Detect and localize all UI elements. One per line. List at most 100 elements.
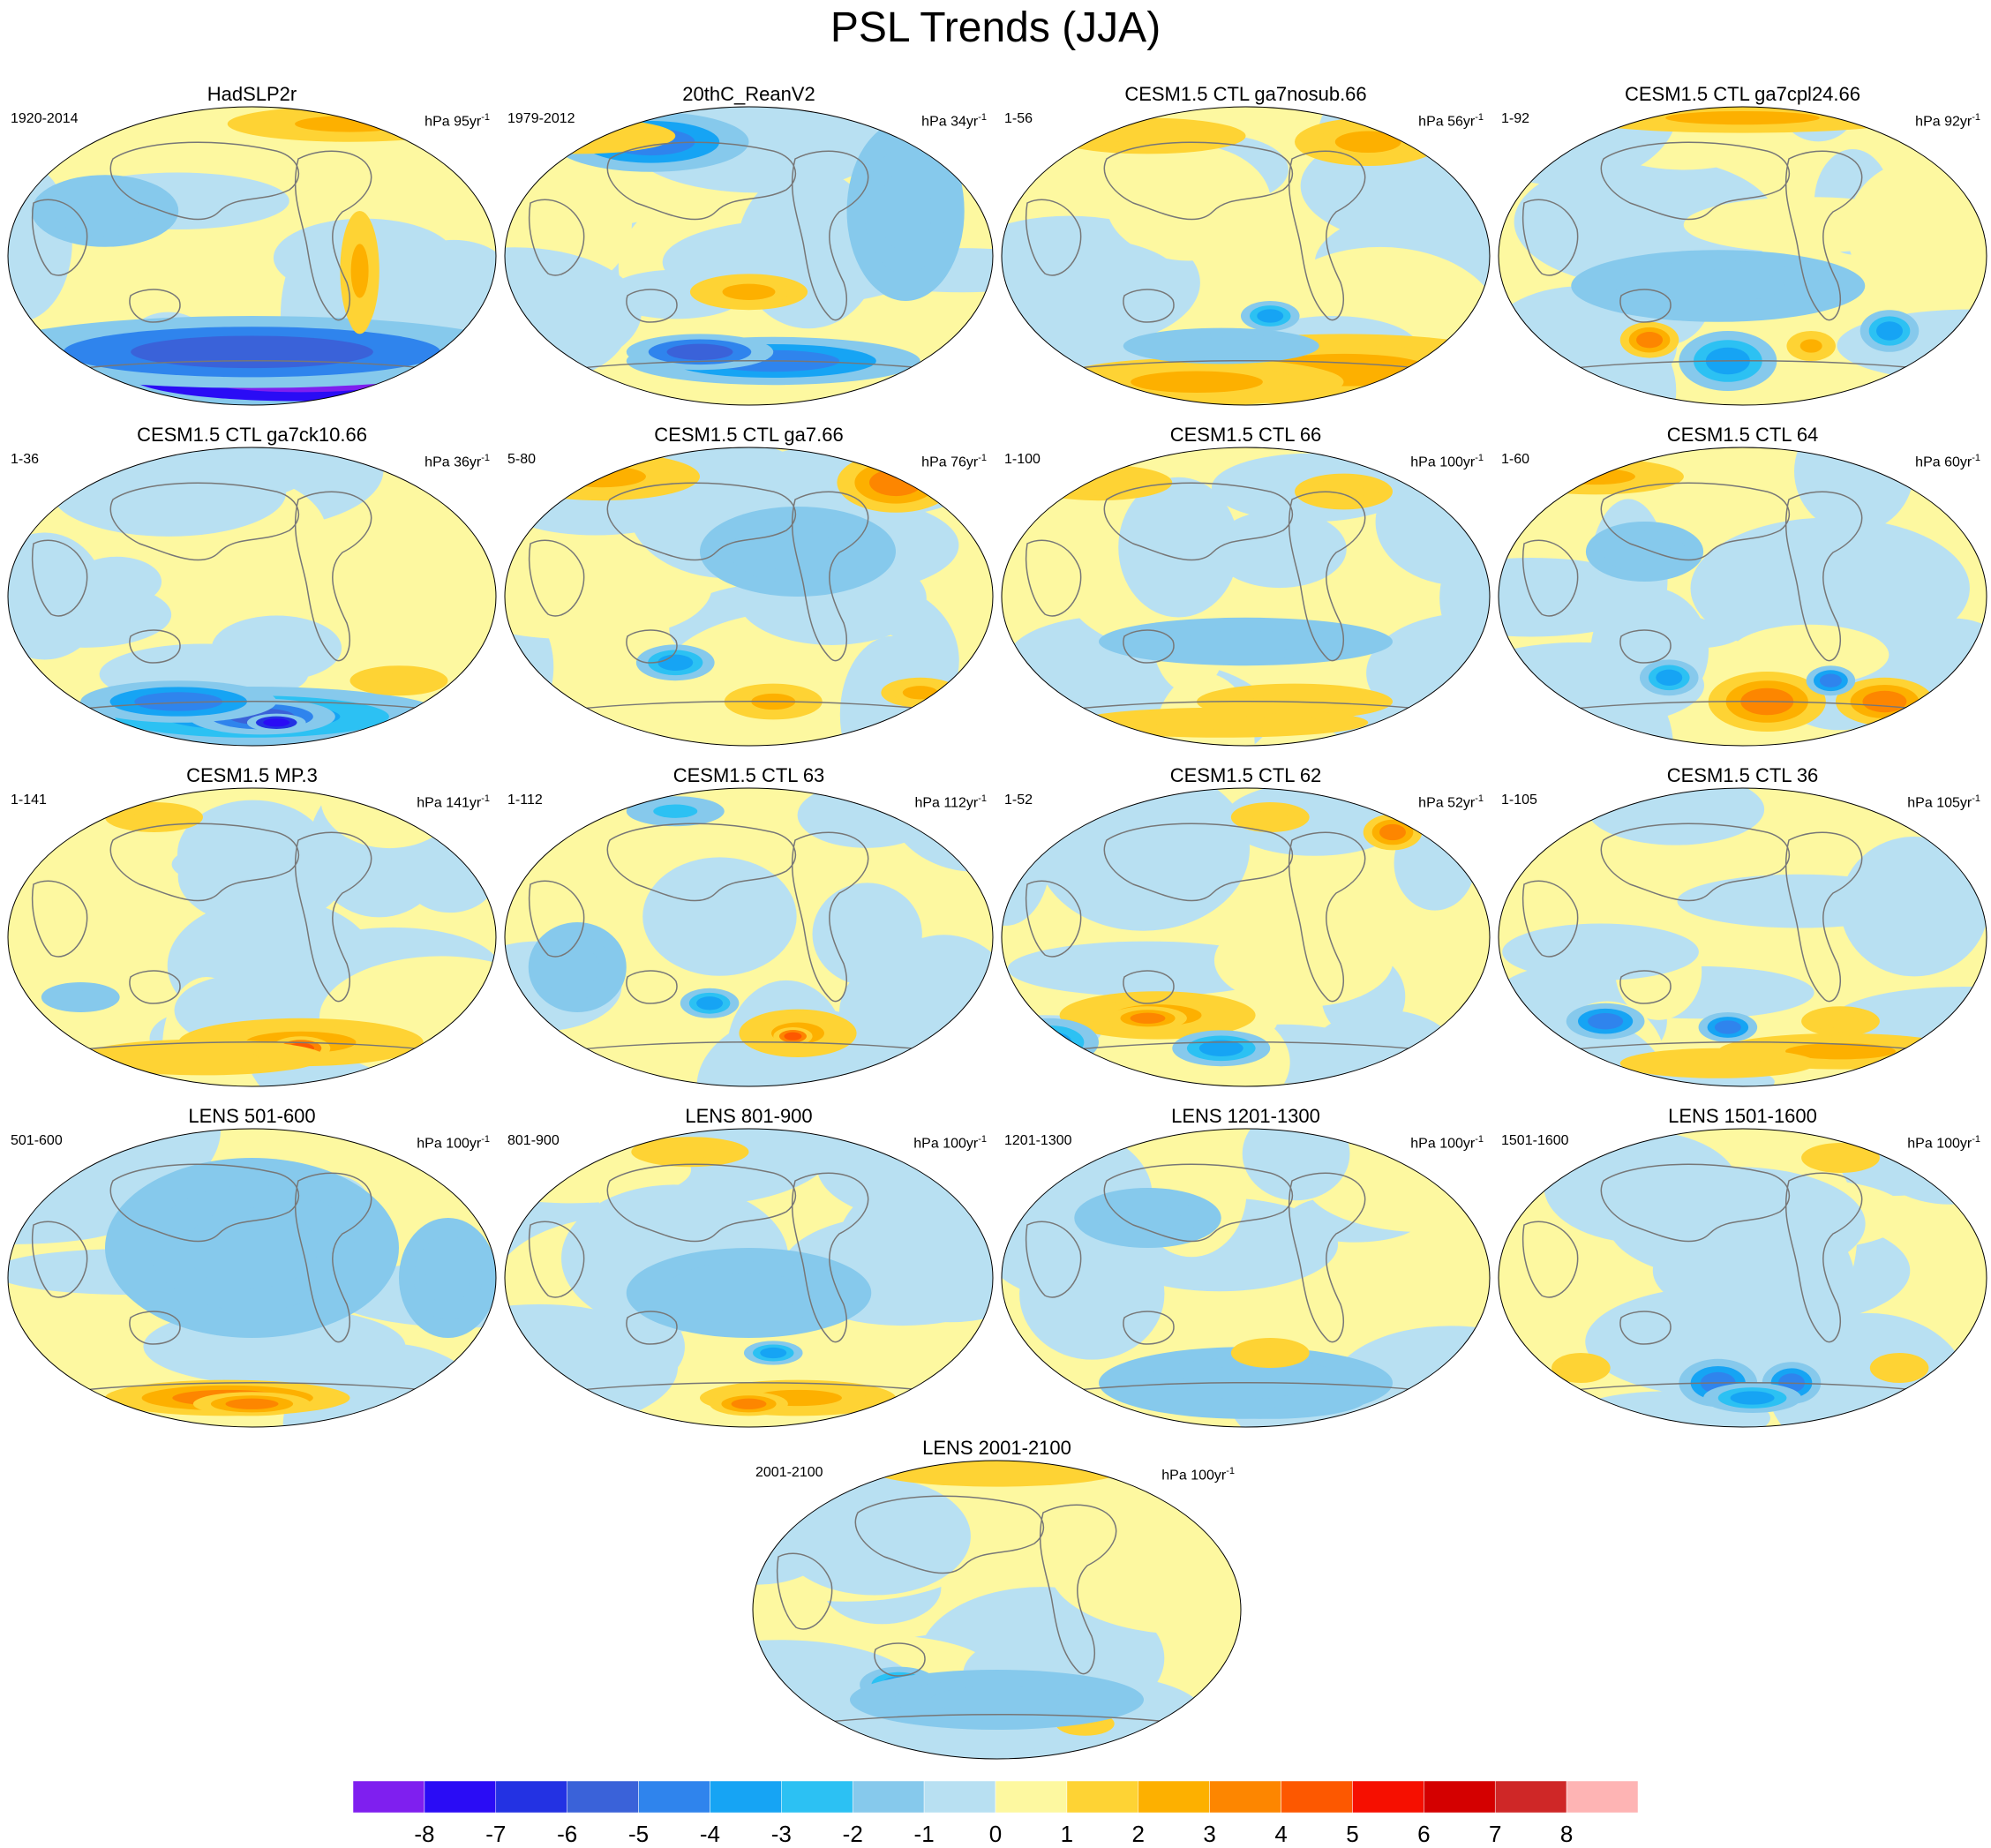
- coastline: [1288, 1172, 1366, 1343]
- anomaly-contour: [1027, 1031, 1072, 1054]
- coastline: [528, 880, 585, 958]
- units-exponent: -1: [978, 112, 987, 123]
- units-text: hPa 76yr: [921, 454, 979, 470]
- coastline: [606, 823, 796, 902]
- trend-map: [1001, 1128, 1491, 1428]
- panel-title: CESM1.5 MP.3: [186, 764, 318, 786]
- anomaly-contour: [377, 673, 421, 687]
- coastline: [804, 1714, 1194, 1725]
- anomaly-contour: [185, 1207, 319, 1288]
- contour-region: [1213, 510, 1347, 589]
- map-panel: LENS 801-900 801-900 hPa 100yr-1: [504, 1105, 994, 1458]
- anomaly-contour: [1855, 1407, 1973, 1427]
- units-exponent: -1: [1972, 1134, 1980, 1145]
- panel-title: CESM1.5 CTL 36: [1666, 764, 1819, 786]
- panel-units: hPa 100yr-1: [1907, 1131, 1980, 1152]
- anomaly-contour: [1730, 1391, 1775, 1405]
- units-exponent: -1: [1972, 793, 1980, 804]
- units-exponent: -1: [481, 112, 490, 123]
- coastline: [626, 1311, 678, 1345]
- coastline: [109, 141, 299, 221]
- anomaly-contour: [1665, 110, 1820, 125]
- map-border: [504, 106, 994, 406]
- map-border: [504, 787, 994, 1087]
- map-border: [7, 1128, 497, 1428]
- trend-map: [7, 447, 497, 747]
- coastline: [528, 1221, 585, 1298]
- anomaly-contour: [350, 244, 369, 298]
- coastline: [1123, 1311, 1175, 1345]
- panel-year-range: 1-141: [11, 793, 47, 808]
- colorbar-tick-label: 4: [1274, 1821, 1288, 1847]
- panel-title: HadSLP2r: [207, 83, 297, 105]
- coastline: [1600, 1163, 1790, 1243]
- anomaly-contour: [731, 1398, 767, 1409]
- colorbar-swatch: [1281, 1781, 1353, 1813]
- anomaly-contour: [131, 810, 177, 824]
- panel-units: hPa 56yr-1: [1418, 109, 1484, 130]
- anomaly-contour: [1154, 716, 1288, 730]
- map-border: [1498, 1128, 1987, 1428]
- coastline: [59, 1041, 449, 1053]
- units-text: hPa 105yr: [1907, 795, 1972, 811]
- units-text: hPa 100yr: [417, 1136, 482, 1152]
- colorbar-tick-label: 2: [1131, 1821, 1145, 1847]
- panel-year-range: 1-100: [1004, 452, 1041, 467]
- anomaly-contour: [295, 116, 405, 132]
- colorbar-swatch: [638, 1781, 710, 1813]
- coastline: [109, 823, 299, 902]
- units-text: hPa 141yr: [417, 795, 482, 811]
- anomaly-contour: [902, 686, 938, 700]
- coastline: [874, 1642, 926, 1677]
- anomaly-contour: [1819, 673, 1842, 687]
- anomaly-contour: [1799, 339, 1822, 353]
- colorbar: [353, 1781, 1638, 1813]
- panel-title: CESM1.5 CTL 64: [1666, 424, 1819, 446]
- trend-map: [1001, 787, 1491, 1087]
- map-panel: CESM1.5 CTL ga7ck10.66 1-36 hPa 36yr-1: [7, 424, 497, 777]
- trend-map: [504, 1128, 994, 1428]
- colorbar-swatch: [1566, 1781, 1638, 1813]
- coastline: [1025, 539, 1082, 617]
- coastline: [294, 1172, 372, 1343]
- panel-title: CESM1.5 CTL 63: [672, 764, 825, 786]
- trend-map: [504, 447, 994, 747]
- map-panel: 20thC_ReanV2 1979-2012 hPa 34yr-1: [504, 83, 994, 436]
- panel-year-range: 1-112: [507, 793, 543, 808]
- coastline: [1103, 482, 1293, 561]
- coastline: [1288, 150, 1366, 321]
- colorbar-swatch: [424, 1781, 497, 1813]
- units-text: hPa 92yr: [1915, 114, 1972, 130]
- coastline: [791, 491, 869, 662]
- panel-units: hPa 141yr-1: [417, 791, 490, 811]
- colorbar-tick-label: 1: [1060, 1821, 1074, 1847]
- coastline: [1053, 360, 1443, 372]
- coastline: [31, 199, 88, 276]
- panel-year-range: 1-60: [1501, 452, 1530, 467]
- colorbar-tick-label: 3: [1203, 1821, 1216, 1847]
- units-text: hPa 52yr: [1418, 795, 1476, 811]
- anomaly-contour: [869, 469, 922, 497]
- panel-year-range: 501-600: [11, 1133, 63, 1148]
- coastline: [129, 1311, 181, 1345]
- coastline: [1784, 491, 1863, 662]
- figure-title: PSL Trends (JJA): [830, 4, 1161, 51]
- colorbar-swatch: [852, 1781, 925, 1813]
- coastline: [59, 701, 449, 712]
- anomaly-contour: [558, 465, 646, 488]
- anomaly-contour: [942, 1464, 1052, 1479]
- coastline: [1025, 1221, 1082, 1298]
- trend-map: [1498, 106, 1987, 406]
- anomaly-contour: [1588, 1013, 1624, 1030]
- coastline: [129, 629, 181, 664]
- units-text: hPa 112yr: [914, 795, 979, 811]
- trend-map: [7, 1128, 497, 1428]
- panel-units: hPa 100yr-1: [1410, 1131, 1484, 1152]
- coastline: [556, 1041, 946, 1053]
- map-panel: LENS 2001-2100 2001-2100 hPa 100yr-1: [752, 1437, 1242, 1790]
- anomaly-contour: [1862, 690, 1907, 713]
- anomaly-contour: [666, 343, 733, 360]
- panel-year-range: 1-105: [1501, 793, 1537, 808]
- contour-region: [1729, 624, 1890, 685]
- coastline: [1550, 1041, 1940, 1053]
